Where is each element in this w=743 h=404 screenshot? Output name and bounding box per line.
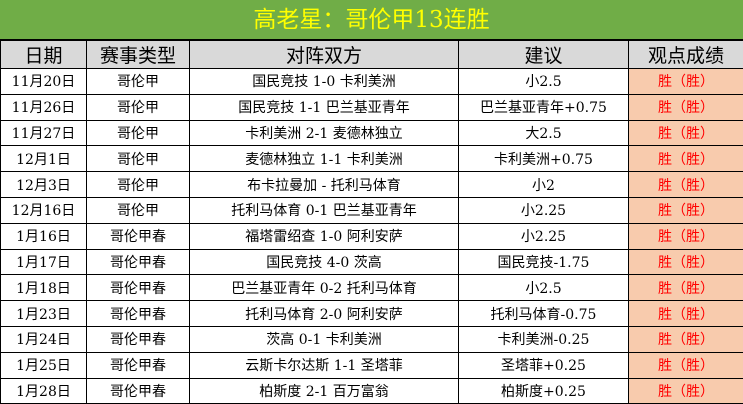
date-cell: 12月3日 (1, 172, 87, 198)
tip-cell: 小2.5 (459, 69, 629, 95)
tip-cell: 卡利美洲+0.75 (459, 146, 629, 172)
tip-cell: 小2.25 (459, 197, 629, 223)
match-cell: 柏斯度 2-1 百万富翁 (190, 378, 459, 404)
tip-cell: 巴兰基亚青年+0.75 (459, 94, 629, 120)
result-cell: 胜（胜） (629, 120, 743, 146)
league-cell: 哥伦甲 (87, 146, 190, 172)
league-cell: 哥伦甲春 (87, 326, 190, 352)
date-cell: 1月25日 (1, 352, 87, 378)
league-cell: 哥伦甲春 (87, 352, 190, 378)
match-cell: 茨高 0-1 卡利美洲 (190, 326, 459, 352)
tip-cell: 国民竞技-1.75 (459, 249, 629, 275)
tip-cell: 圣塔菲+0.25 (459, 352, 629, 378)
result-cell: 胜（胜） (629, 223, 743, 249)
result-cell: 胜（胜） (629, 326, 743, 352)
league-cell: 哥伦甲 (87, 197, 190, 223)
match-cell: 麦德林独立 1-1 卡利美洲 (190, 146, 459, 172)
league-cell: 哥伦甲春 (87, 378, 190, 404)
result-cell: 胜（胜） (629, 378, 743, 404)
tip-cell: 小2.25 (459, 223, 629, 249)
date-cell: 1月18日 (1, 275, 87, 301)
date-cell: 11月20日 (1, 69, 87, 95)
match-cell: 托利马体育 0-1 巴兰基亚青年 (190, 197, 459, 223)
match-cell: 巴兰基亚青年 0-2 托利马体育 (190, 275, 459, 301)
result-cell: 胜（胜） (629, 301, 743, 327)
header-result: 观点成绩 (629, 41, 743, 69)
match-cell: 卡利美洲 2-1 麦德林独立 (190, 120, 459, 146)
header-league: 赛事类型 (87, 41, 190, 69)
tip-cell: 小2.5 (459, 275, 629, 301)
date-cell: 1月24日 (1, 326, 87, 352)
header-date: 日期 (1, 41, 87, 69)
date-cell: 1月23日 (1, 301, 87, 327)
tip-cell: 柏斯度+0.25 (459, 378, 629, 404)
date-cell: 12月1日 (1, 146, 87, 172)
match-cell: 国民竞技 1-1 巴兰基亚青年 (190, 94, 459, 120)
header-match: 对阵双方 (190, 41, 459, 69)
date-cell: 12月16日 (1, 197, 87, 223)
league-cell: 哥伦甲 (87, 172, 190, 198)
league-cell: 哥伦甲 (87, 69, 190, 95)
league-cell: 哥伦甲春 (87, 223, 190, 249)
result-cell: 胜（胜） (629, 146, 743, 172)
league-cell: 哥伦甲春 (87, 301, 190, 327)
tip-cell: 小2 (459, 172, 629, 198)
date-cell: 1月16日 (1, 223, 87, 249)
page-title: 高老星：哥伦甲13连胜 (0, 0, 743, 40)
match-cell: 托利马体育 2-0 阿利安萨 (190, 301, 459, 327)
tip-cell: 托利马体育-0.75 (459, 301, 629, 327)
league-cell: 哥伦甲 (87, 120, 190, 146)
date-cell: 1月28日 (1, 378, 87, 404)
header-tip: 建议 (459, 41, 629, 69)
date-cell: 11月27日 (1, 120, 87, 146)
result-cell: 胜（胜） (629, 197, 743, 223)
tip-cell: 卡利美洲-0.25 (459, 326, 629, 352)
date-cell: 11月26日 (1, 94, 87, 120)
header-row: 日期 赛事类型 对阵双方 建议 观点成绩 (1, 41, 743, 69)
tip-cell: 大2.5 (459, 120, 629, 146)
result-cell: 胜（胜） (629, 249, 743, 275)
match-cell: 云斯卡尔达斯 1-1 圣塔菲 (190, 352, 459, 378)
result-cell: 胜（胜） (629, 94, 743, 120)
match-cell: 国民竞技 4-0 茨高 (190, 249, 459, 275)
league-cell: 哥伦甲春 (87, 249, 190, 275)
results-table: 日期 赛事类型 对阵双方 建议 观点成绩 11月20日哥伦甲国民竞技 1-0 卡… (0, 40, 743, 404)
date-cell: 1月17日 (1, 249, 87, 275)
result-cell: 胜（胜） (629, 172, 743, 198)
match-cell: 福塔雷绍查 1-0 阿利安萨 (190, 223, 459, 249)
match-cell: 布卡拉曼加 - 托利马体育 (190, 172, 459, 198)
result-cell: 胜（胜） (629, 69, 743, 95)
result-cell: 胜（胜） (629, 352, 743, 378)
result-cell: 胜（胜） (629, 275, 743, 301)
league-cell: 哥伦甲 (87, 94, 190, 120)
match-cell: 国民竞技 1-0 卡利美洲 (190, 69, 459, 95)
league-cell: 哥伦甲春 (87, 275, 190, 301)
